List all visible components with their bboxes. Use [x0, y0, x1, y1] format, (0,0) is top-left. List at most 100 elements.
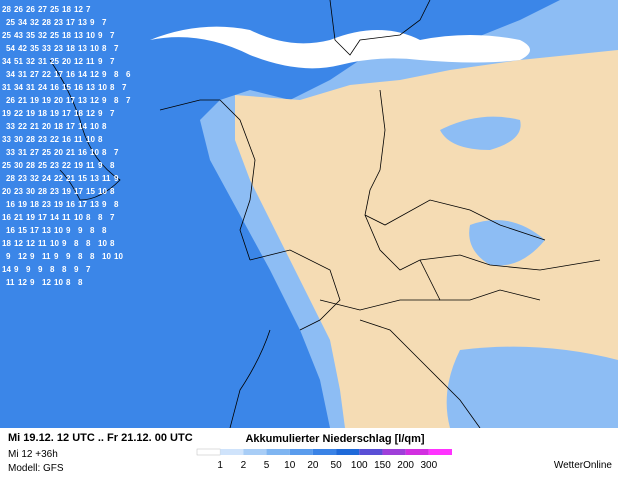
precip-label: 31 — [18, 148, 27, 157]
precip-label: 10 — [98, 83, 107, 92]
precip-label: 9 — [14, 265, 19, 274]
precip-label: 43 — [14, 31, 23, 40]
precip-label: 23 — [42, 200, 51, 209]
precip-label: 28 — [26, 161, 35, 170]
precip-label: 34 — [14, 83, 23, 92]
precip-label: 27 — [38, 5, 47, 14]
precip-label: 25 — [50, 5, 59, 14]
precip-label: 26 — [26, 5, 35, 14]
legend-label: 50 — [331, 460, 343, 471]
precip-label: 8 — [90, 226, 95, 235]
precip-label: 30 — [14, 161, 23, 170]
precip-label: 6 — [126, 70, 131, 79]
precip-label: 10 — [98, 239, 107, 248]
precip-label: 32 — [26, 57, 35, 66]
precip-label: 14 — [50, 213, 59, 222]
legend-label: 1 — [217, 460, 223, 471]
precip-label: 16 — [78, 148, 87, 157]
precip-label: 12 — [86, 109, 95, 118]
precip-area — [469, 220, 545, 266]
precip-label: 24 — [42, 174, 51, 183]
legend: 1 2 5 10 20 50 100 150 200 300 — [196, 448, 452, 471]
precip-label: 31 — [2, 83, 11, 92]
precip-label: 16 — [50, 83, 59, 92]
precip-label: 13 — [86, 83, 95, 92]
precip-label: 11 — [74, 135, 83, 144]
precip-label: 14 — [2, 265, 11, 274]
legend-label: 5 — [264, 460, 270, 471]
legend-label: 20 — [307, 460, 319, 471]
precip-label: 9 — [66, 252, 71, 261]
model: Modell: GFS — [8, 463, 64, 474]
precip-label: 7 — [110, 57, 115, 66]
precip-label: 7 — [110, 109, 115, 118]
precip-label: 8 — [110, 239, 115, 248]
precip-label: 17 — [66, 122, 75, 131]
precip-label: 10 — [102, 252, 111, 261]
legend-swatch — [289, 449, 313, 455]
precip-label: 8 — [102, 44, 107, 53]
precip-label: 9 — [54, 252, 59, 261]
precip-label: 8 — [110, 161, 115, 170]
precip-label: 21 — [30, 122, 39, 131]
legend-swatch — [266, 449, 290, 455]
precip-label: 34 — [6, 70, 15, 79]
precip-label: 9 — [98, 31, 103, 40]
precip-label: 7 — [114, 44, 119, 53]
precip-label: 19 — [26, 109, 35, 118]
precip-label: 14 — [78, 70, 87, 79]
precip-label: 9 — [102, 70, 107, 79]
precip-label: 13 — [74, 31, 83, 40]
precip-label: 25 — [38, 161, 47, 170]
precip-label: 9 — [102, 96, 107, 105]
precip-label: 9 — [66, 226, 71, 235]
precip-label: 23 — [50, 161, 59, 170]
precip-label: 9 — [30, 252, 35, 261]
precip-label: 18 — [62, 5, 71, 14]
legend-label: 300 — [420, 460, 437, 471]
precip-label: 8 — [98, 135, 103, 144]
precip-label: 19 — [30, 96, 39, 105]
precip-label: 9 — [102, 200, 107, 209]
precip-label: 10 — [90, 122, 99, 131]
precip-label: 19 — [2, 109, 11, 118]
precip-label: 8 — [86, 213, 91, 222]
legend-title: Akkumulierter Niederschlag [l/qm] — [245, 433, 424, 445]
precip-label: 16 — [6, 200, 15, 209]
legend-swatch — [359, 449, 383, 455]
precip-label: 8 — [102, 148, 107, 157]
precip-label: 18 — [2, 239, 11, 248]
precip-label: 25 — [2, 31, 11, 40]
precip-label: 51 — [14, 57, 23, 66]
precip-label: 28 — [6, 174, 15, 183]
precip-label: 9 — [114, 174, 119, 183]
precip-label: 12 — [90, 96, 99, 105]
precip-label: 17 — [38, 213, 47, 222]
legend-label: 150 — [374, 460, 391, 471]
precip-label: 8 — [86, 239, 91, 248]
precip-label: 28 — [42, 18, 51, 27]
precip-label: 33 — [6, 122, 15, 131]
precip-label: 11 — [86, 57, 95, 66]
precip-label: 33 — [42, 44, 51, 53]
precip-label: 11 — [62, 213, 71, 222]
precip-label: 10 — [114, 252, 123, 261]
precip-label: 25 — [6, 18, 15, 27]
precip-label: 22 — [14, 109, 23, 118]
precip-label: 8 — [98, 213, 103, 222]
legend-swatch — [428, 449, 452, 455]
legend-label: 100 — [351, 460, 368, 471]
precip-label: 35 — [30, 44, 39, 53]
precip-label: 32 — [30, 18, 39, 27]
precip-label: 9 — [38, 265, 43, 274]
precip-label: 18 — [54, 122, 63, 131]
precip-label: 23 — [50, 187, 59, 196]
precip-label: 18 — [62, 31, 71, 40]
precip-label: 24 — [38, 83, 47, 92]
precip-label: 17 — [78, 200, 87, 209]
precip-label: 7 — [86, 5, 91, 14]
precip-label: 9 — [78, 226, 83, 235]
precip-label: 17 — [30, 226, 39, 235]
precip-label: 11 — [42, 252, 51, 261]
